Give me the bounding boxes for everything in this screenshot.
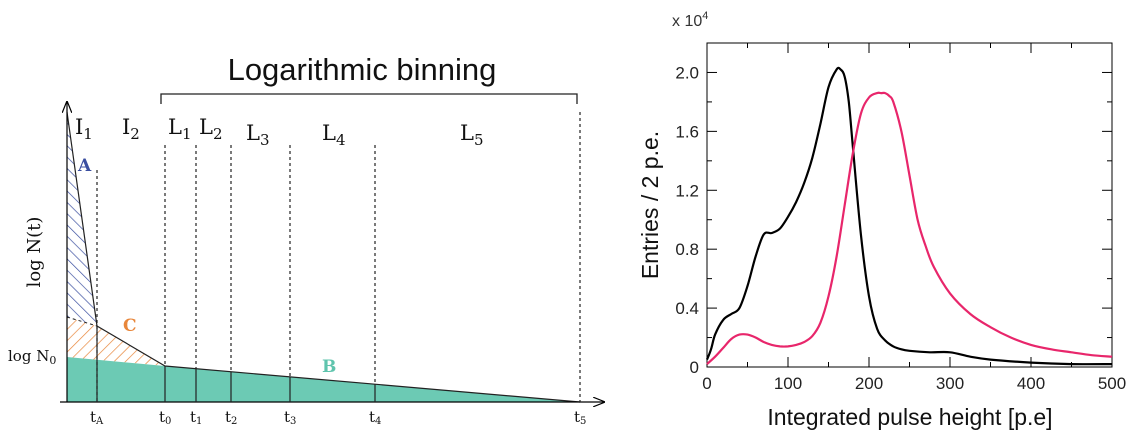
interval-label-0: I1 bbox=[75, 115, 93, 143]
region-c-hatch bbox=[67, 317, 165, 366]
series-line-1 bbox=[706, 91, 1113, 365]
y-tick-label-0: 0 bbox=[690, 358, 699, 377]
region-b-label: B bbox=[322, 357, 336, 377]
decay-curve bbox=[66, 111, 581, 403]
interval-label-2: L1 bbox=[168, 115, 192, 143]
series-layer bbox=[705, 66, 1113, 366]
binning-bracket bbox=[160, 93, 578, 104]
dashed-guide-a bbox=[66, 316, 98, 327]
region-b-fill bbox=[67, 357, 580, 402]
x-tick-label-0: 0 bbox=[702, 374, 711, 393]
y-multiplier: x 104 bbox=[672, 10, 708, 30]
plot-frame bbox=[706, 42, 1113, 368]
region-c-label: C bbox=[123, 316, 137, 336]
y-tick-label-3: 1.2 bbox=[675, 181, 699, 200]
x-tick-label-5: 500 bbox=[1098, 374, 1126, 393]
pulse-height-chart: 00.40.81.21.62.0 0 100 200 300 400 500 x 104 … bbox=[637, 10, 1126, 430]
series-line-0 bbox=[705, 66, 1113, 366]
x-tick-label-2: 200 bbox=[855, 374, 883, 393]
chart-x-label: Integrated pulse height [p.e] bbox=[767, 404, 1052, 430]
y-ticks: 0 0.4 0.8 1.2 1.6 2.0 bbox=[675, 63, 1112, 377]
diagram-y-label: log N(t) bbox=[24, 217, 45, 288]
time-labels: tA t0 t1 t2 t3 t4 t5 bbox=[90, 408, 586, 427]
x-tick-label-1: 100 bbox=[774, 374, 802, 393]
y-tick-label-2: 0.8 bbox=[675, 240, 699, 259]
x-tick-label-4: 400 bbox=[1017, 374, 1045, 393]
binning-diagram: Logarithmic binning log N(t) log N0 I1 I2… bbox=[8, 52, 604, 427]
y-tick-label-5: 2.0 bbox=[675, 63, 699, 82]
time-label-1: t0 bbox=[159, 408, 171, 427]
log-n0-label: log N0 bbox=[8, 347, 56, 367]
x-tick-label-3: 300 bbox=[936, 374, 964, 393]
time-label-0: tA bbox=[90, 408, 104, 427]
time-label-6: t5 bbox=[574, 408, 586, 427]
interval-label-1: I2 bbox=[122, 115, 140, 143]
y-tick-label-1: 0.4 bbox=[675, 299, 699, 318]
chart-y-label: Entries / 2 p.e. bbox=[637, 131, 663, 279]
interval-label-4: L3 bbox=[246, 121, 270, 149]
time-label-4: t3 bbox=[284, 408, 296, 427]
time-label-3: t2 bbox=[225, 408, 237, 427]
interval-label-3: L2 bbox=[199, 115, 223, 143]
bracket-title: Logarithmic binning bbox=[228, 52, 497, 87]
y-tick-label-4: 1.6 bbox=[675, 122, 699, 141]
time-label-5: t4 bbox=[369, 408, 381, 427]
region-a-label: A bbox=[77, 156, 92, 176]
interval-labels: I1 I2 L1 L2 L3 L4 L5 bbox=[75, 115, 484, 149]
x-ticks: 0 100 200 300 400 500 bbox=[702, 43, 1126, 393]
interval-label-6: L5 bbox=[460, 121, 484, 149]
interval-label-5: L4 bbox=[322, 121, 346, 149]
time-label-2: t1 bbox=[190, 408, 202, 427]
